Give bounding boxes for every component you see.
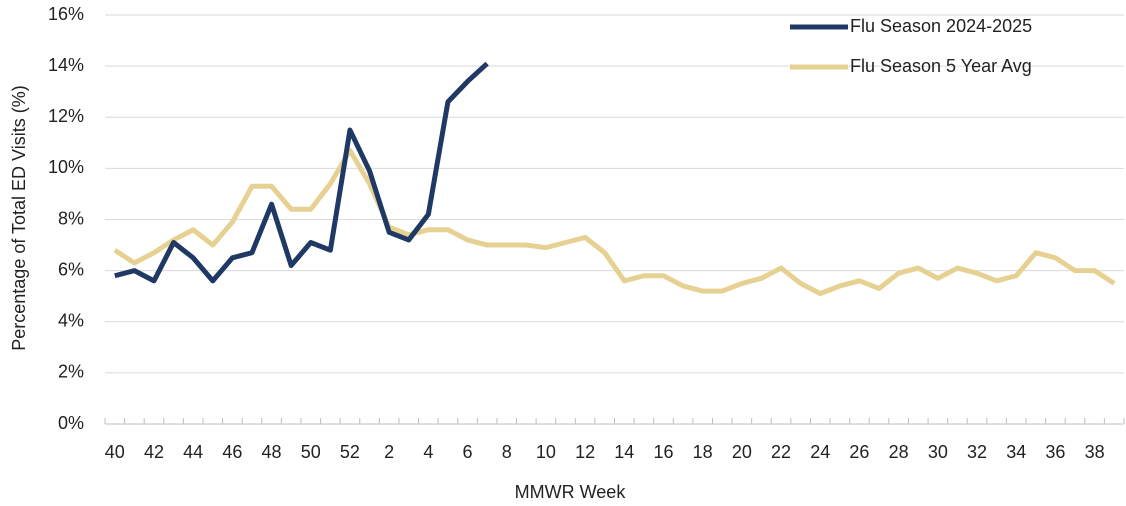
y-tick-label: 6% xyxy=(58,259,84,279)
x-tick-label: 24 xyxy=(810,442,830,462)
x-tick-label: 20 xyxy=(732,442,752,462)
legend-label: Flu Season 5 Year Avg xyxy=(850,56,1032,76)
x-tick-label: 46 xyxy=(222,442,242,462)
x-tick-label: 38 xyxy=(1085,442,1105,462)
x-tick-label: 30 xyxy=(928,442,948,462)
x-axis-label: MMWR Week xyxy=(515,482,627,502)
x-tick-label: 6 xyxy=(463,442,473,462)
x-tick-label: 26 xyxy=(849,442,869,462)
x-tick-label: 14 xyxy=(614,442,634,462)
y-tick-label: 2% xyxy=(58,362,84,382)
x-tick-label: 12 xyxy=(575,442,595,462)
x-tick-label: 32 xyxy=(967,442,987,462)
y-tick-label: 16% xyxy=(48,4,84,24)
y-tick-label: 10% xyxy=(48,157,84,177)
x-tick-label: 34 xyxy=(1006,442,1026,462)
x-tick-label: 48 xyxy=(262,442,282,462)
legend-label: Flu Season 2024-2025 xyxy=(850,16,1032,36)
x-tick-label: 18 xyxy=(693,442,713,462)
x-tick-label: 50 xyxy=(301,442,321,462)
x-tick-label: 44 xyxy=(183,442,203,462)
y-tick-label: 14% xyxy=(48,55,84,75)
x-tick-label: 22 xyxy=(771,442,791,462)
y-tick-label: 8% xyxy=(58,208,84,228)
x-tick-label: 36 xyxy=(1045,442,1065,462)
y-axis-label: Percentage of Total ED Visits (%) xyxy=(9,85,29,350)
x-tick-label: 16 xyxy=(653,442,673,462)
y-tick-label: 0% xyxy=(58,413,84,433)
x-tick-label: 2 xyxy=(384,442,394,462)
x-tick-label: 52 xyxy=(340,442,360,462)
x-tick-label: 42 xyxy=(144,442,164,462)
y-tick-label: 4% xyxy=(58,311,84,331)
x-tick-label: 10 xyxy=(536,442,556,462)
series-line xyxy=(113,147,1116,297)
y-tick-label: 12% xyxy=(48,106,84,126)
series-line xyxy=(114,61,489,284)
x-tick-label: 4 xyxy=(423,442,433,462)
x-tick-label: 40 xyxy=(105,442,125,462)
x-tick-label: 28 xyxy=(889,442,909,462)
x-tick-label: 8 xyxy=(502,442,512,462)
